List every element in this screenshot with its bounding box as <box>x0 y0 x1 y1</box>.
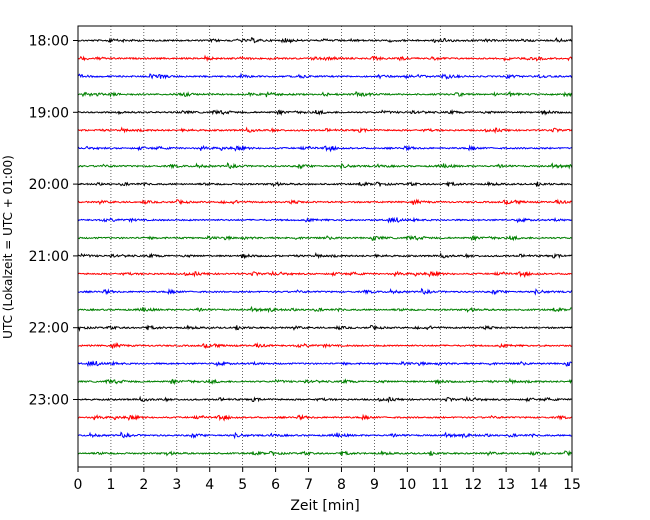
y-axis: 18:00 19:00 20:00 21:00 22:00 23:00 <box>29 34 78 409</box>
trace-2015 <box>77 198 573 206</box>
x-tick-label-5: 5 <box>238 477 247 493</box>
y-axis-label: UTC (Lokalzeit = UTC + 01:00) <box>1 155 15 339</box>
trace-2330 <box>77 431 573 440</box>
trace-2115 <box>77 270 573 278</box>
trace-1945 <box>77 162 573 171</box>
trace-2200 <box>77 324 573 332</box>
x-tick-label-13: 13 <box>497 477 515 493</box>
x-tick-label-3: 3 <box>172 477 181 493</box>
trace-1900 <box>77 108 573 116</box>
y-tick-label-2: 20:00 <box>29 177 69 193</box>
trace-2230 <box>77 360 573 368</box>
x-tick-label-15: 15 <box>563 477 581 493</box>
traces <box>77 37 573 457</box>
trace-1800 <box>77 37 573 44</box>
x-tick-label-9: 9 <box>370 477 379 493</box>
x-tick-label-14: 14 <box>530 477 548 493</box>
trace-2345 <box>77 450 573 457</box>
y-tick-label-3: 21:00 <box>29 249 69 265</box>
trace-1815 <box>77 54 573 62</box>
x-tick-label-1: 1 <box>106 477 115 493</box>
trace-2245 <box>77 377 573 386</box>
y-tick-label-0: 18:00 <box>29 34 69 50</box>
y-tick-label-5: 23:00 <box>29 393 69 409</box>
trace-1915 <box>77 126 573 135</box>
trace-2045 <box>77 234 573 242</box>
trace-2000 <box>77 180 573 188</box>
x-tick-label-0: 0 <box>74 477 83 493</box>
x-tick-label-10: 10 <box>398 477 416 493</box>
trace-2215 <box>77 342 573 350</box>
trace-2145 <box>77 305 573 314</box>
trace-2130 <box>77 287 573 296</box>
x-tick-label-6: 6 <box>271 477 280 493</box>
y-tick-label-1: 19:00 <box>29 105 69 121</box>
trace-2030 <box>77 216 573 224</box>
x-tick-label-2: 2 <box>139 477 148 493</box>
x-tick-label-7: 7 <box>304 477 313 493</box>
x-tick-label-4: 4 <box>205 477 214 493</box>
x-tick-label-11: 11 <box>431 477 449 493</box>
x-axis: 0 1 2 3 4 5 6 7 8 9 10 11 12 13 14 15 <box>74 467 581 493</box>
trace-2315 <box>77 413 573 422</box>
plot-frame <box>77 25 573 468</box>
x-tick-label-12: 12 <box>464 477 482 493</box>
trace-1845 <box>77 90 573 98</box>
trace-2300 <box>77 395 573 404</box>
trace-2100 <box>77 252 573 260</box>
trace-1830 <box>77 72 573 80</box>
y-tick-label-4: 22:00 <box>29 321 69 337</box>
x-axis-label: Zeit [min] <box>290 498 359 514</box>
x-tick-label-8: 8 <box>337 477 346 493</box>
trace-1930 <box>77 144 573 153</box>
